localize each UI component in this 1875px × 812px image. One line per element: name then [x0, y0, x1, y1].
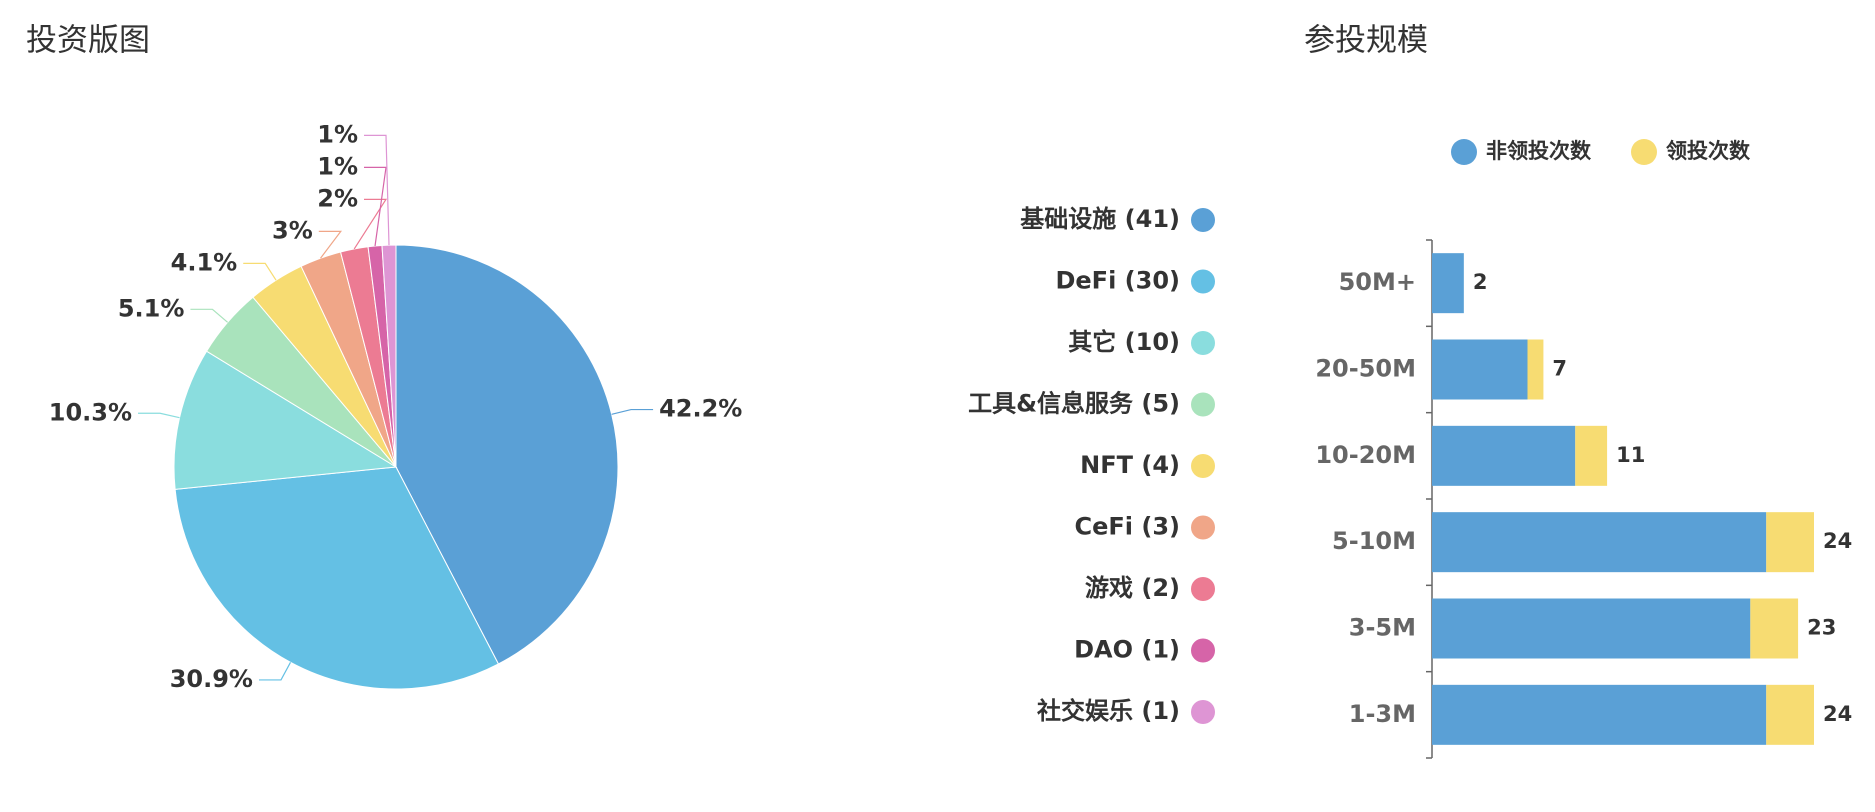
- bar: [1575, 425, 1608, 486]
- bar: [1766, 512, 1814, 573]
- total-label: 11: [1616, 443, 1645, 467]
- legend-label: 其它 (10): [1068, 328, 1180, 356]
- legend-label: CeFi (3): [1074, 513, 1180, 541]
- legend-swatch: [1191, 392, 1215, 417]
- data-label: 1%: [317, 120, 358, 148]
- leader-line: [258, 662, 292, 681]
- leader-line: [353, 198, 388, 250]
- y-tick-label: 50M+: [1339, 268, 1416, 296]
- total-label: 23: [1807, 616, 1836, 640]
- leader-line: [611, 408, 654, 415]
- legend-swatch: [1191, 638, 1215, 663]
- legend-swatch: [1631, 139, 1657, 165]
- data-label: 1%: [317, 152, 358, 180]
- bar: [1750, 598, 1799, 659]
- legend-label: 游戏 (2): [1085, 574, 1180, 602]
- total-label: 2: [1473, 270, 1488, 294]
- legend-swatch: [1451, 139, 1477, 165]
- y-tick-label: 3-5M: [1349, 614, 1416, 642]
- data-label: 3%: [272, 216, 313, 244]
- legend-label: 领投次数: [1666, 139, 1751, 163]
- total-label: 7: [1552, 357, 1567, 381]
- bar: [1432, 598, 1751, 659]
- data-label: 5.1%: [118, 294, 185, 322]
- total-label: 24: [1823, 702, 1852, 726]
- pie-slice: [395, 244, 619, 665]
- leader-line: [318, 230, 343, 259]
- legend-swatch: [1191, 577, 1215, 601]
- chart-title: 参投规模: [1304, 23, 1428, 59]
- data-label: 10.3%: [49, 398, 132, 426]
- y-tick-label: 10-20M: [1315, 441, 1416, 469]
- leader-line: [364, 134, 390, 246]
- bar: [1432, 339, 1528, 400]
- legend-label: 社交娱乐 (1): [1037, 697, 1180, 725]
- y-tick-label: 1-3M: [1349, 700, 1416, 728]
- leader-line: [243, 262, 277, 281]
- pie-slice: [381, 244, 397, 468]
- bar: [1432, 684, 1767, 745]
- legend-label: 非领投次数: [1486, 139, 1592, 163]
- y-tick-label: 20-50M: [1315, 355, 1416, 383]
- bar: [1766, 684, 1814, 745]
- total-label: 24: [1823, 529, 1852, 553]
- bar: [1432, 425, 1576, 486]
- legend-swatch: [1191, 331, 1215, 355]
- legend-label: DAO (1): [1074, 636, 1180, 664]
- legend-label: 基础设施 (41): [1020, 205, 1180, 233]
- pie-slice: [174, 466, 500, 690]
- data-label: 2%: [317, 184, 358, 212]
- chart-title: 投资版图: [26, 23, 150, 59]
- legend-swatch: [1191, 515, 1215, 540]
- data-label: 30.9%: [170, 665, 253, 693]
- leader-line: [138, 412, 180, 419]
- legend-swatch: [1191, 700, 1215, 724]
- leader-line: [190, 308, 228, 323]
- y-tick-label: 5-10M: [1332, 527, 1416, 555]
- bar: [1432, 253, 1464, 314]
- legend-swatch: [1191, 454, 1215, 478]
- leader-line: [364, 166, 387, 247]
- bar: [1432, 512, 1767, 573]
- bar: [1527, 339, 1544, 400]
- data-label: 42.2%: [659, 395, 742, 423]
- legend-swatch: [1191, 269, 1215, 294]
- legend-swatch: [1191, 208, 1215, 232]
- data-label: 4.1%: [171, 248, 238, 276]
- legend-label: DeFi (30): [1055, 267, 1180, 295]
- legend-label: NFT (4): [1080, 451, 1180, 479]
- legend-label: 工具&信息服务 (5): [968, 390, 1180, 418]
